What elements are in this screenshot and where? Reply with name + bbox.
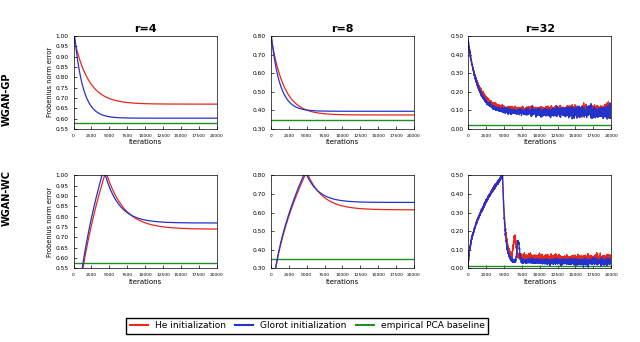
X-axis label: iterations: iterations [129,139,162,145]
Text: WGAN-GP: WGAN-GP [1,73,12,126]
X-axis label: iterations: iterations [326,139,359,145]
X-axis label: iterations: iterations [129,279,162,285]
X-axis label: iterations: iterations [523,139,556,145]
X-axis label: iterations: iterations [523,279,556,285]
X-axis label: iterations: iterations [326,279,359,285]
Y-axis label: Frobenius norm error: Frobenius norm error [47,47,53,118]
Title: r=4: r=4 [134,24,156,34]
Text: WGAN-WC: WGAN-WC [1,170,12,226]
Title: r=32: r=32 [525,24,555,34]
Legend: He initialization, Glorot initialization, empirical PCA baseline: He initialization, Glorot initialization… [126,318,488,334]
Title: r=8: r=8 [331,24,354,34]
Y-axis label: Frobenius norm error: Frobenius norm error [47,187,53,257]
